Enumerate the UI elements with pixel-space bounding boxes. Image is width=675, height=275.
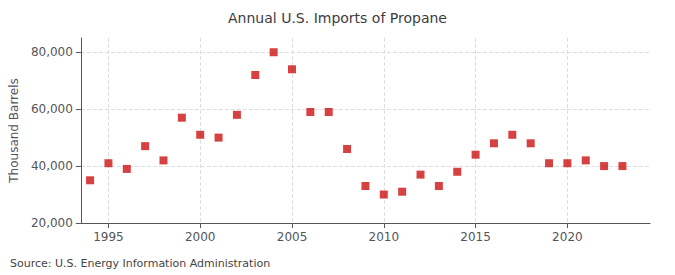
svg-text:1995: 1995 — [93, 230, 124, 244]
svg-text:Annual U.S. Imports of Propane: Annual U.S. Imports of Propane — [228, 10, 447, 26]
svg-text:Source: U.S. Energy Informatio: Source: U.S. Energy Information Administ… — [10, 257, 270, 270]
svg-text:40,000: 40,000 — [31, 159, 73, 173]
svg-text:20,000: 20,000 — [31, 216, 73, 230]
svg-text:2010: 2010 — [369, 230, 400, 244]
svg-text:2015: 2015 — [460, 230, 491, 244]
svg-text:2000: 2000 — [185, 230, 216, 244]
svg-text:Thousand Barrels: Thousand Barrels — [7, 78, 21, 183]
svg-text:2005: 2005 — [277, 230, 308, 244]
svg-text:80,000: 80,000 — [31, 45, 73, 59]
svg-text:2020: 2020 — [552, 230, 583, 244]
svg-text:60,000: 60,000 — [31, 102, 73, 116]
